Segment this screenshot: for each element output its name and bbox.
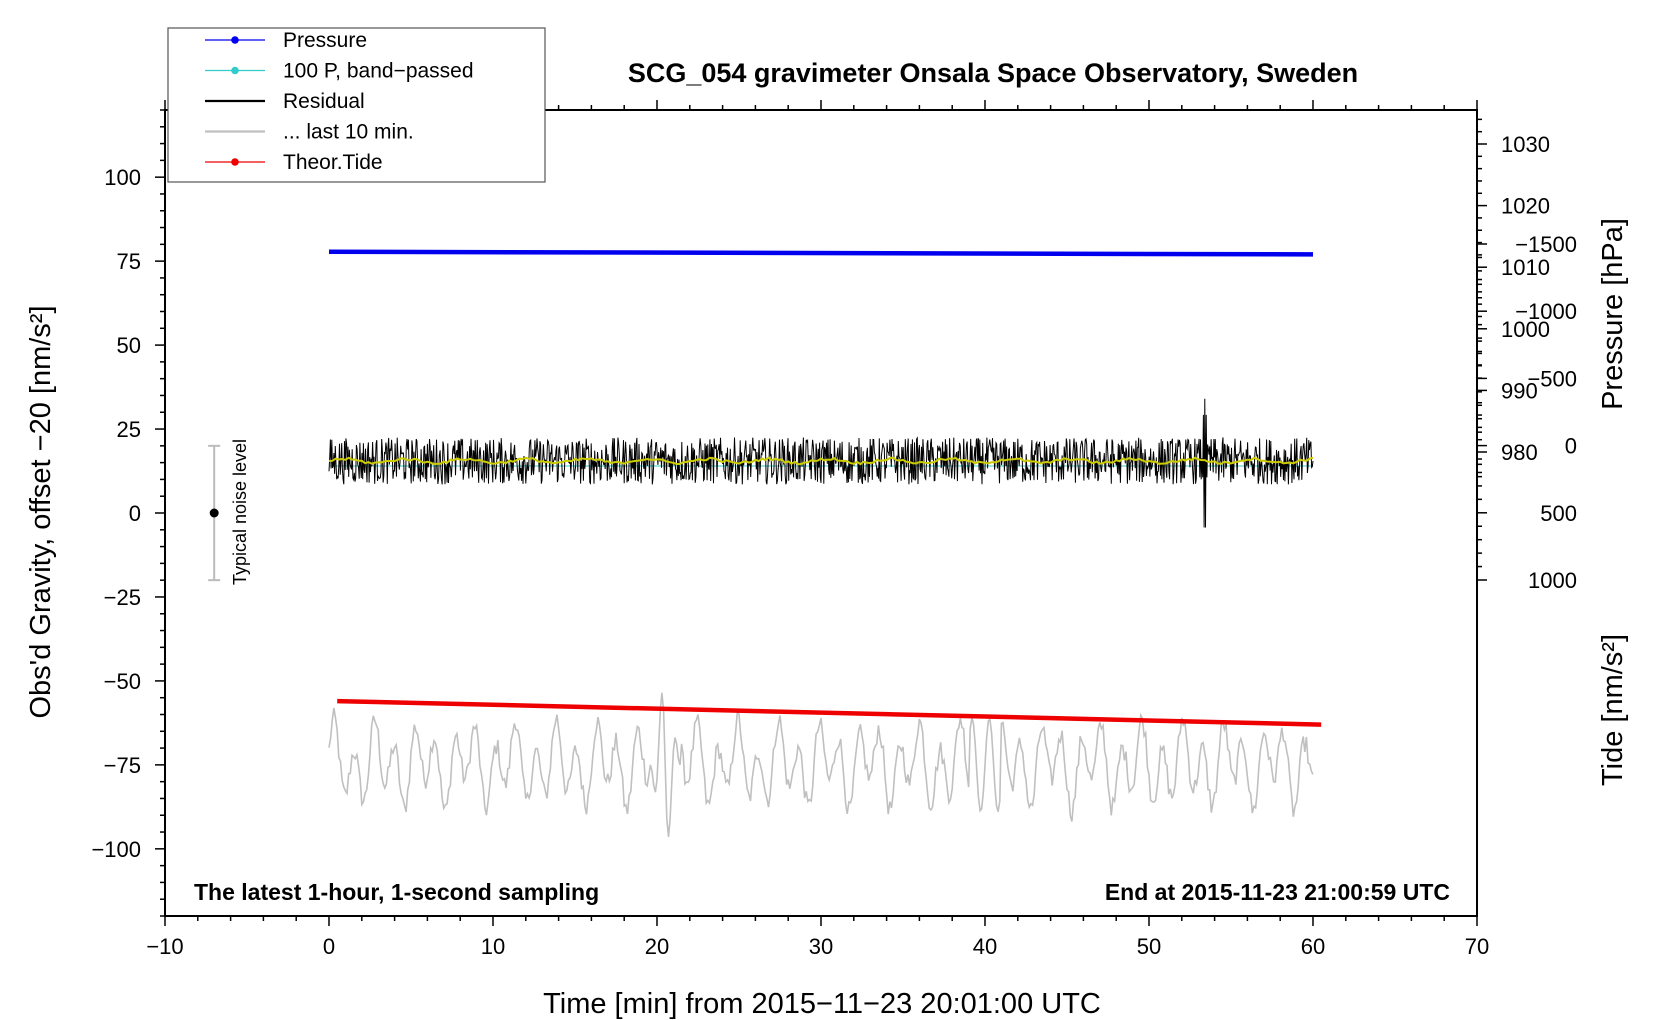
note-bottom-left: The latest 1-hour, 1-second sampling [194, 879, 599, 905]
y-tick-label: 25 [117, 417, 141, 442]
y-tick-label: −50 [104, 669, 141, 694]
series-pressure [328, 249, 1314, 257]
legend-label: ... last 10 min. [283, 121, 414, 144]
series-residual-smoothed [328, 456, 1314, 466]
y-axis-label-pressure: Pressure [hPa] [1597, 218, 1629, 410]
pressure-tick-label: 1010 [1501, 255, 1550, 280]
legend-marker [231, 66, 239, 75]
x-tick-label: 50 [1137, 934, 1161, 959]
legend-label: Theor.Tide [283, 151, 383, 174]
x-axis: −10 0 10 20 30 40 50 60 70 [146, 100, 1489, 959]
x-tick-label: 60 [1301, 934, 1325, 959]
legend-marker [231, 158, 239, 166]
legend-label: Residual [283, 90, 365, 113]
x-tick-label: 0 [323, 934, 335, 959]
tide-tick-label: 0 [1565, 434, 1577, 459]
legend: Pressure 100 P, band−passed Residual ... la… [167, 27, 546, 183]
tide-tick-label: 1000 [1528, 568, 1577, 593]
series-last-10-min [328, 692, 1314, 837]
y-tick-label: 0 [129, 501, 141, 526]
noise-label: Typical noise level [230, 439, 250, 585]
x-tick-label: 10 [481, 934, 505, 959]
y-tick-label: 75 [117, 249, 141, 274]
pressure-tick-label: 1020 [1501, 194, 1550, 219]
y-axis-label-left: Obs'd Gravity, offset −20 [nm/s²] [25, 305, 57, 718]
series-theor-tide [337, 698, 1322, 727]
y-tick-label: −25 [104, 585, 141, 610]
y-tick-label: −100 [91, 837, 141, 862]
legend-box [167, 27, 546, 183]
noise-dot [209, 508, 219, 518]
tide-tick-label: −500 [1527, 366, 1577, 391]
series-layer [328, 249, 1322, 837]
pressure-tick-label: 1030 [1501, 132, 1550, 157]
x-axis-label: Time [min] from 2015−11−23 20:01:00 UTC [543, 988, 1101, 1020]
x-tick-label: −10 [146, 934, 183, 959]
legend-marker [231, 36, 239, 44]
pressure-tick-label: 980 [1501, 440, 1538, 465]
series-residual [328, 398, 1314, 528]
x-tick-label: 70 [1465, 934, 1489, 959]
y-axis-left: 100 75 50 25 0 −25 −50 −75 −100 [91, 109, 165, 917]
y-axis-tide: 1000 500 0 −500 −1000 −1500 [1477, 232, 1577, 593]
x-tick-label: 30 [809, 934, 833, 959]
tide-tick-label: −1000 [1515, 299, 1577, 324]
chart-title: SCG_054 gravimeter Onsala Space Observat… [628, 58, 1358, 88]
legend-label: Pressure [283, 29, 367, 52]
pressure-tick-label: 990 [1501, 378, 1538, 403]
tide-tick-label: −1500 [1515, 232, 1577, 257]
note-bottom-right: End at 2015-11-23 21:00:59 UTC [1105, 879, 1450, 905]
y-tick-label: 50 [117, 333, 141, 358]
noise-indicator: Typical noise level [208, 439, 250, 585]
y-tick-label: 100 [104, 165, 141, 190]
y-tick-label: −75 [104, 753, 141, 778]
x-tick-label: 40 [973, 934, 997, 959]
legend-label: 100 P, band−passed [283, 60, 474, 83]
y-axis-pressure: 980 990 1000 1010 1020 1030 [1477, 118, 1550, 478]
tide-tick-label: 500 [1540, 501, 1577, 526]
x-tick-label: 20 [645, 934, 669, 959]
pressure-tick-label: 1000 [1501, 317, 1550, 342]
y-axis-label-tide: Tide [nm/s²] [1597, 634, 1629, 786]
